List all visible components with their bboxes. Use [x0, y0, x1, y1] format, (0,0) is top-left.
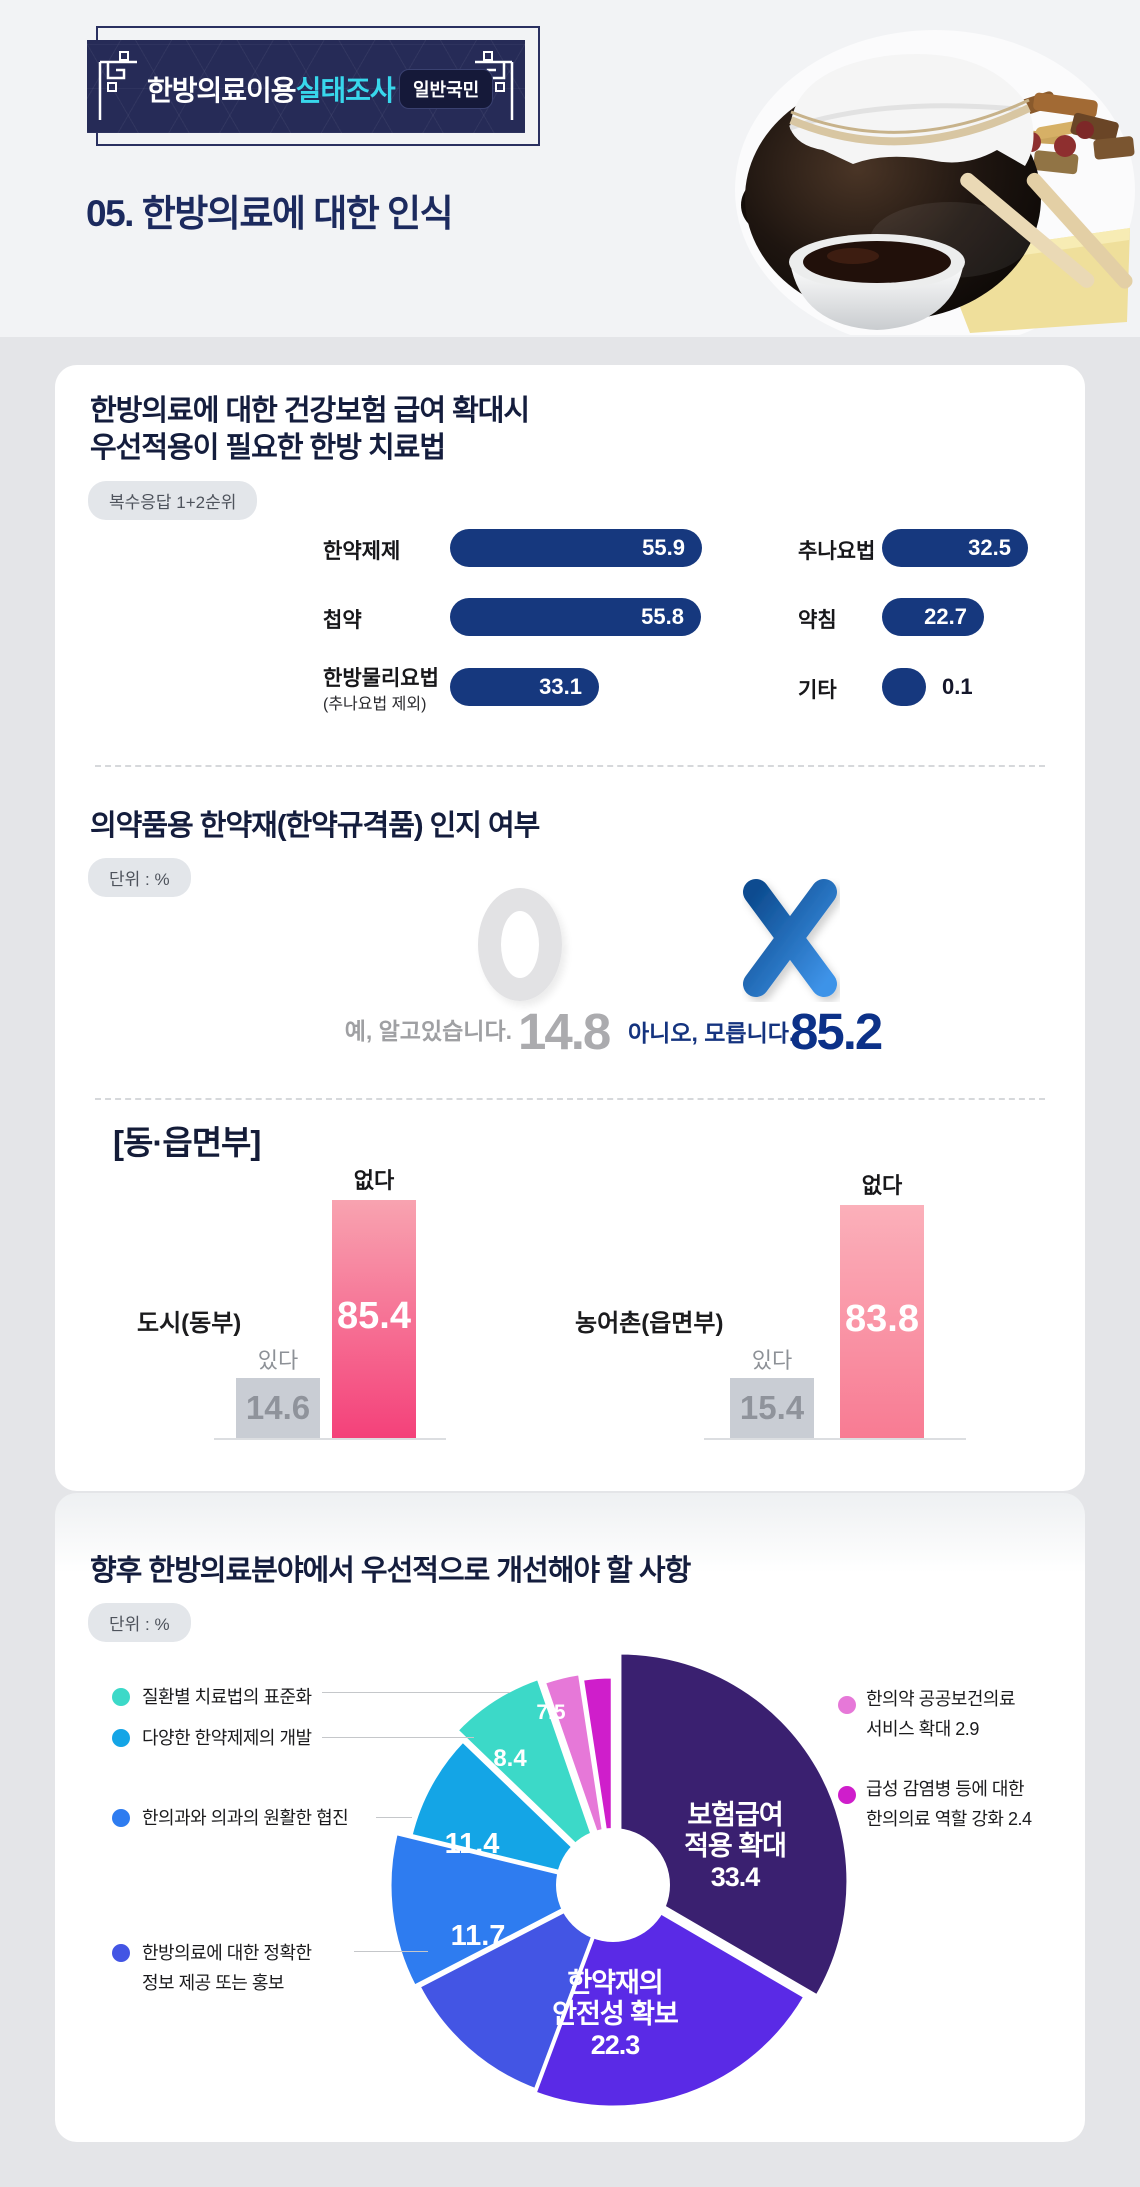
donut-hole	[556, 1828, 670, 1942]
x-mark-icon	[743, 879, 837, 997]
bar: 55.9	[450, 529, 702, 567]
bar: 33.1	[450, 668, 599, 706]
bar-label: 한방물리요법	[323, 667, 439, 690]
bar-rural-yes: 15.4	[730, 1378, 814, 1438]
dark-liquid	[803, 241, 951, 283]
bar-label: 첩약	[323, 609, 362, 632]
corner-ornament-icon	[98, 51, 137, 120]
rope	[789, 104, 1031, 146]
section1-note-badge: 복수응답 1+2순위	[88, 481, 258, 520]
bar: 22.7	[882, 598, 984, 636]
series-label-no: 없다	[353, 1168, 395, 1193]
legend-dot	[112, 1729, 130, 1747]
divider	[95, 765, 1045, 767]
o-mark-icon	[478, 888, 562, 1001]
pie-slice-label: 보험급여 적용 확대 33.4	[684, 1800, 787, 1892]
banner-title: 한방의료이용실태조사	[147, 75, 396, 106]
legend-item: 한의과와 의과의 원활한 협진	[142, 1808, 349, 1828]
bar-label-note: (추나요법 제외)	[323, 696, 427, 713]
legend-item: 질환별 치료법의 표준화	[142, 1687, 312, 1707]
series-label-no: 없다	[861, 1173, 903, 1198]
bar-label: 기타	[798, 679, 837, 702]
bar-label: 한약제제	[323, 540, 401, 563]
legend-dot	[838, 1696, 856, 1714]
aware-yes-label: 예, 알고있습니다.	[344, 1018, 512, 1044]
legend-dot	[112, 1688, 130, 1706]
axis-baseline	[704, 1438, 966, 1440]
wooden-sticks	[960, 172, 1133, 289]
bar-urban-yes: 14.6	[236, 1378, 320, 1438]
page-title: 05. 한방의료에 대한 인식	[86, 193, 454, 234]
pie-slice	[388, 1831, 614, 1989]
legend-item: 한의약 공공보건의료 서비스 확대 2.9	[866, 1689, 1016, 1739]
bar-label: 추나요법	[798, 540, 876, 563]
bar	[882, 668, 926, 706]
section2-unit-badge: 단위 : %	[88, 858, 191, 897]
banner-badge: 일반국민	[399, 69, 494, 109]
pie-slice	[618, 1651, 850, 1998]
legend-connector	[322, 1692, 510, 1693]
legend-dot	[112, 1944, 130, 1962]
section2-title: 의약품용 한약재(한약규격품) 인지 여부	[90, 810, 540, 842]
legend-item: 다양한 한약제제의 개발	[142, 1728, 312, 1748]
bar-value-outside: 0.1	[942, 674, 973, 699]
title-banner: 한방의료이용실태조사 일반국민	[87, 40, 525, 133]
section4-title: 향후 한방의료분야에서 우선적으로 개선해야 할 사항	[90, 1555, 691, 1587]
aware-yes-value: 14.8	[518, 1003, 611, 1060]
pie-slice	[417, 1884, 614, 2092]
pie-slice-value: 7.5	[536, 1701, 566, 1724]
bar-label: 약침	[798, 609, 837, 632]
medicine-bowl	[789, 234, 965, 330]
section1-title: 한방의료에 대한 건강보험 급여 확대시 우선적용이 필요한 한방 치료법	[90, 395, 530, 464]
herbal-medicine-photo	[735, 30, 1135, 335]
series-label-yes: 있다	[751, 1348, 793, 1373]
legend-connector	[354, 1951, 428, 1952]
divider	[95, 1098, 1045, 1100]
bar-urban-no: 85.4	[332, 1200, 416, 1438]
banner-title-accent: 실태조사	[295, 75, 396, 106]
bar: 55.8	[450, 598, 701, 636]
legend-dot	[112, 1809, 130, 1827]
pie-slice-value: 8.4	[493, 1745, 527, 1772]
pie-slice-value: 11.7	[450, 1920, 506, 1952]
legend-item: 급성 감염병 등에 대한 한의의료 역할 강화 2.4	[866, 1779, 1032, 1829]
pie-slice-value: 11.4	[444, 1828, 500, 1860]
section4-unit-badge: 단위 : %	[88, 1603, 191, 1642]
legend-connector	[322, 1737, 474, 1738]
improvement-pie-chart	[388, 1651, 850, 2109]
group-label-rural: 농어촌(읍면부)	[575, 1310, 724, 1337]
section3-title: [동·읍면부]	[113, 1124, 261, 1161]
aware-no-label: 아니오, 모릅니다.	[628, 1020, 796, 1046]
pie-slice	[542, 1672, 611, 1870]
pie-slice	[580, 1675, 614, 1876]
axis-baseline	[214, 1438, 446, 1440]
series-label-yes: 있다	[257, 1348, 299, 1373]
legend-dot	[838, 1786, 856, 1804]
pie-slice	[454, 1676, 607, 1875]
legend-item: 한방의료에 대한 정확한 정보 제공 또는 홍보	[142, 1943, 312, 1993]
legend-connector	[376, 1817, 412, 1818]
header-band: 한방의료이용실태조사 일반국민 05. 한방의료에 대한 인식	[0, 0, 1140, 337]
pie-slice-label: 한약재의 안전성 확보 22.3	[552, 1968, 679, 2060]
bar: 32.5	[882, 529, 1028, 567]
aware-no-value: 85.2	[790, 1003, 883, 1060]
bar-rural-no: 83.8	[840, 1205, 924, 1438]
pie-slice	[409, 1739, 617, 1887]
group-label-urban: 도시(동부)	[137, 1310, 242, 1337]
